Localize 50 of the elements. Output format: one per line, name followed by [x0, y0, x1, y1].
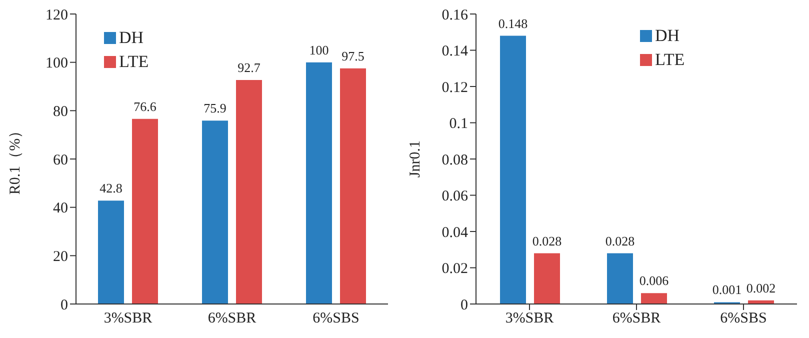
y-tick-label: 0 [460, 297, 468, 314]
x-tick-label: 6%SBS [312, 310, 360, 327]
data-label: 0.148 [498, 16, 528, 31]
y-tick-label: 0.14 [442, 44, 468, 60]
data-label: 100 [309, 42, 329, 58]
bar [236, 80, 262, 304]
y-tick-label: 0.12 [442, 80, 468, 96]
y-tick-label: 20 [53, 248, 68, 265]
data-label: 92.7 [238, 60, 261, 75]
bar [500, 36, 526, 304]
data-label: 76.6 [134, 98, 157, 114]
data-label: 0.002 [746, 280, 776, 296]
y-tick-label: 40 [53, 200, 68, 217]
bar [641, 293, 667, 304]
data-label: 0.001 [712, 282, 742, 298]
x-tick-label: 3%SBR [104, 310, 152, 327]
bar [306, 62, 332, 304]
y-tick-label: 0.06 [442, 188, 468, 205]
x-tick-label: 3%SBR [505, 310, 554, 327]
y-tick-label: 0.04 [442, 224, 468, 241]
x-tick-label: 6%SBR [208, 310, 256, 327]
legend-label: LTE [655, 49, 685, 71]
bar [340, 68, 366, 304]
y-tick-label: 0.1 [449, 116, 468, 132]
y-axis-title: R0.1（%） [7, 123, 24, 195]
y-tick-label: 0.16 [442, 7, 468, 24]
y-tick-label: 60 [53, 152, 68, 168]
y-axis-title: Jnr0.1 [407, 140, 424, 178]
y-tick-label: 0 [60, 297, 68, 314]
y-tick-label: 80 [53, 104, 68, 120]
y-tick-label: 100 [46, 56, 68, 72]
bar [132, 118, 158, 304]
legend-label: DH [119, 27, 144, 49]
data-label: 0.006 [639, 273, 670, 288]
bar [98, 200, 124, 304]
y-tick-label: 0.08 [442, 152, 468, 168]
data-label: 97.5 [342, 48, 364, 64]
x-tick-label: 6%SBR [612, 310, 661, 327]
bar [202, 120, 228, 304]
x-tick-label: 6%SBS [720, 310, 767, 327]
data-label: 42.8 [100, 180, 122, 196]
data-label: 0.028 [605, 233, 635, 248]
bar [534, 253, 560, 304]
legend-label: LTE [119, 51, 149, 73]
y-tick-label: 0.02 [442, 261, 468, 278]
legend-label: DH [655, 25, 680, 47]
data-label: 75.9 [204, 100, 226, 116]
bar [607, 253, 633, 304]
y-tick-label: 120 [46, 7, 68, 24]
data-label: 0.028 [532, 233, 562, 248]
